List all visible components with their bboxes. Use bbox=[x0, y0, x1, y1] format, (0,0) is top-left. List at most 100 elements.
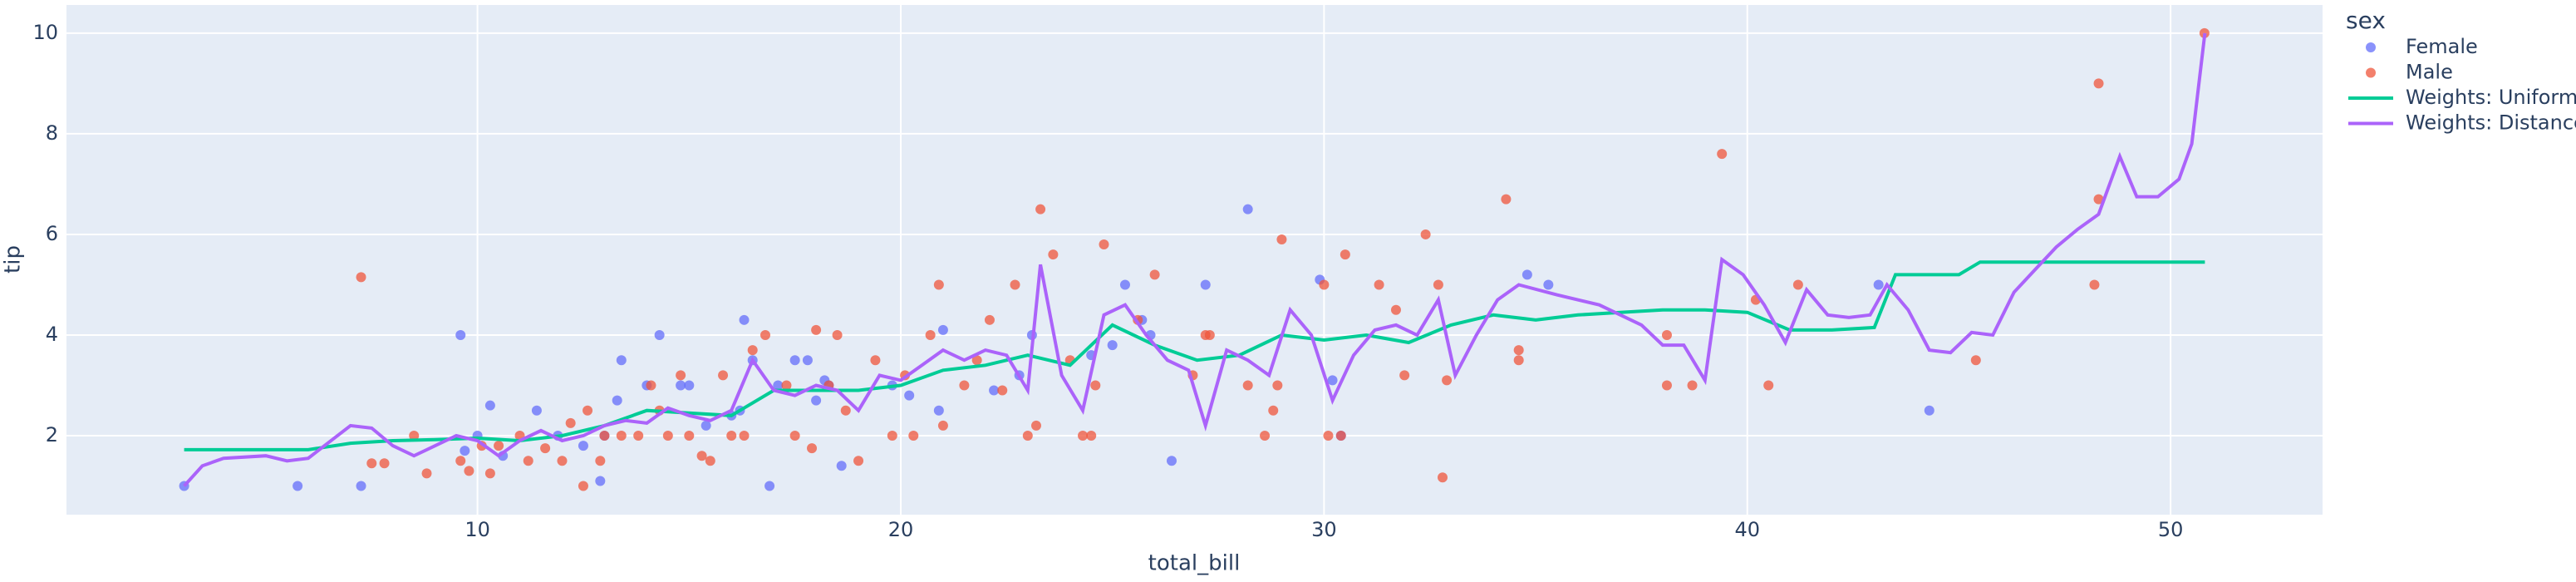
point bbox=[1242, 380, 1253, 391]
point bbox=[937, 420, 948, 431]
point bbox=[840, 405, 851, 416]
point bbox=[676, 370, 686, 381]
point bbox=[1010, 279, 1020, 290]
point bbox=[379, 458, 390, 469]
point bbox=[1086, 430, 1097, 441]
point bbox=[760, 329, 770, 340]
y-tick-label: 8 bbox=[46, 121, 58, 145]
point bbox=[1340, 249, 1350, 260]
point bbox=[356, 481, 366, 491]
point bbox=[2093, 78, 2104, 89]
point bbox=[565, 417, 576, 428]
point bbox=[455, 456, 466, 466]
point bbox=[1873, 279, 1884, 290]
legend-label[interactable]: Weights: Distance bbox=[2406, 111, 2576, 135]
point bbox=[1661, 380, 1672, 391]
point bbox=[989, 385, 1000, 396]
point bbox=[726, 430, 737, 441]
point bbox=[1242, 204, 1253, 215]
point bbox=[1513, 355, 1524, 366]
legend-label[interactable]: Weights: Uniform bbox=[2406, 86, 2576, 109]
x-tick-label: 50 bbox=[2158, 518, 2184, 541]
point bbox=[925, 329, 936, 340]
point bbox=[1687, 380, 1698, 391]
point bbox=[1661, 329, 1672, 340]
point bbox=[853, 456, 864, 466]
point bbox=[599, 430, 610, 441]
x-tick-label: 30 bbox=[1311, 518, 1337, 541]
point bbox=[293, 481, 303, 491]
point bbox=[616, 355, 627, 366]
point bbox=[662, 430, 673, 441]
point bbox=[789, 355, 800, 366]
point bbox=[971, 355, 982, 366]
point bbox=[1149, 269, 1160, 280]
point bbox=[739, 430, 750, 441]
point bbox=[1335, 430, 1346, 441]
point bbox=[739, 314, 750, 325]
point bbox=[484, 400, 495, 411]
legend-symbol bbox=[2366, 67, 2376, 78]
point bbox=[870, 355, 881, 366]
point bbox=[904, 390, 915, 401]
point bbox=[684, 380, 695, 391]
x-tick-label: 20 bbox=[888, 518, 914, 541]
legend-label[interactable]: Male bbox=[2406, 61, 2453, 84]
point bbox=[718, 370, 729, 381]
point bbox=[1048, 249, 1059, 260]
point bbox=[1323, 430, 1334, 441]
point bbox=[1399, 370, 1410, 381]
point bbox=[836, 461, 847, 471]
point bbox=[1200, 279, 1211, 290]
point bbox=[612, 395, 622, 406]
point bbox=[807, 443, 818, 454]
point bbox=[984, 314, 995, 325]
point bbox=[578, 441, 588, 451]
point bbox=[1501, 194, 1512, 205]
point bbox=[1522, 269, 1532, 280]
point bbox=[747, 345, 758, 356]
point bbox=[1119, 279, 1130, 290]
point bbox=[578, 481, 588, 491]
point bbox=[1035, 204, 1046, 215]
point bbox=[460, 446, 470, 456]
x-axis-title: total_bill bbox=[1148, 551, 1241, 576]
point bbox=[1268, 405, 1279, 416]
legend-title: sex bbox=[2346, 7, 2386, 34]
point bbox=[1543, 279, 1554, 290]
point bbox=[1099, 239, 1109, 250]
point bbox=[455, 329, 466, 340]
point bbox=[933, 279, 944, 290]
point bbox=[802, 355, 813, 366]
point bbox=[696, 451, 707, 461]
point bbox=[705, 456, 715, 466]
point bbox=[646, 380, 656, 391]
point bbox=[1078, 430, 1089, 441]
point bbox=[811, 395, 822, 406]
point bbox=[701, 420, 711, 431]
point bbox=[1433, 279, 1443, 290]
point bbox=[1763, 380, 1774, 391]
point bbox=[1276, 234, 1287, 244]
point bbox=[2089, 279, 2100, 290]
point bbox=[1030, 420, 1041, 431]
point bbox=[676, 380, 686, 391]
point bbox=[1319, 279, 1330, 290]
point bbox=[781, 380, 792, 391]
point bbox=[1166, 456, 1177, 466]
point bbox=[2093, 194, 2104, 205]
point bbox=[484, 468, 495, 479]
point bbox=[997, 385, 1008, 396]
point bbox=[1442, 375, 1453, 386]
point bbox=[595, 476, 606, 486]
legend-label[interactable]: Female bbox=[2406, 35, 2478, 58]
point bbox=[1437, 472, 1448, 483]
x-tick-label: 40 bbox=[1734, 518, 1760, 541]
point bbox=[933, 405, 944, 416]
point bbox=[1717, 149, 1728, 160]
point bbox=[409, 430, 420, 441]
point bbox=[540, 443, 551, 454]
point bbox=[494, 441, 504, 451]
y-tick-label: 4 bbox=[46, 323, 58, 346]
legend-symbol bbox=[2366, 42, 2376, 52]
